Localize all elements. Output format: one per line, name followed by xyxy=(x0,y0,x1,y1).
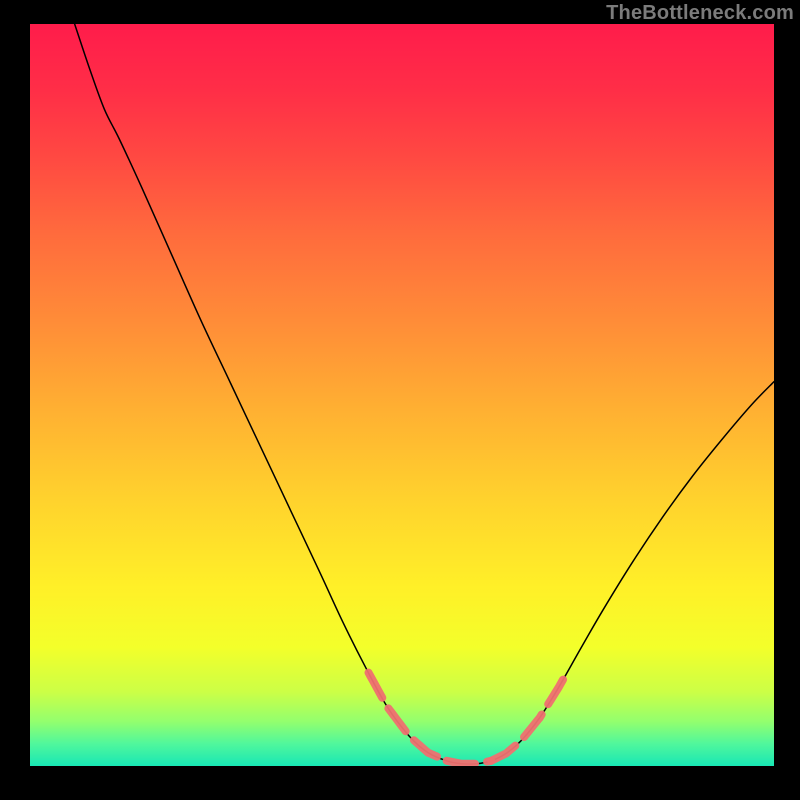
marker-band-bottom xyxy=(447,761,492,764)
attribution-text: TheBottleneck.com xyxy=(606,2,794,25)
chart-svg xyxy=(30,24,774,766)
chart-background xyxy=(30,24,774,766)
chart-plot-area xyxy=(30,24,774,766)
